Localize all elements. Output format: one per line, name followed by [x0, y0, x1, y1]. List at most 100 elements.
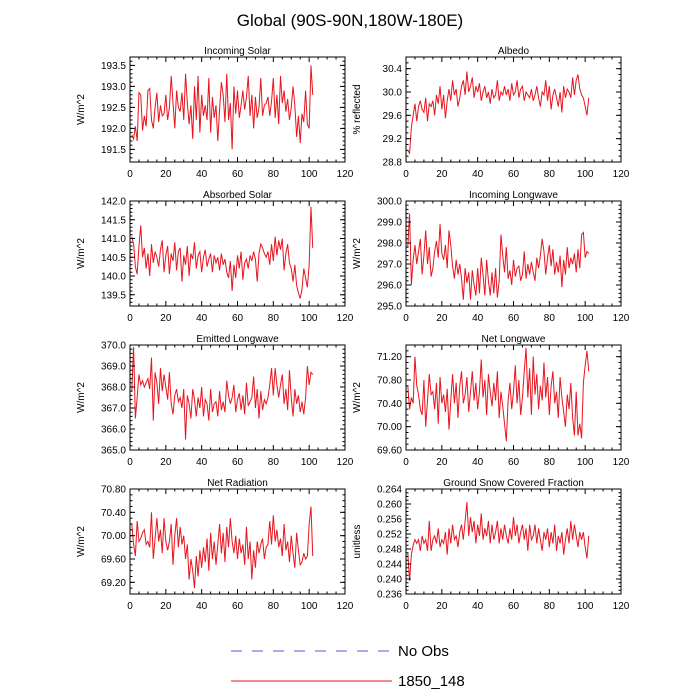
panel-absorbed-solar: 0 20 40 60 80 100 120 139.5 140.0 140.5 141.0 141.5… — [76, 190, 354, 324]
x-tick-label: 40 — [472, 601, 484, 612]
y-tick-label: 70.00 — [377, 422, 402, 433]
x-tick-label: 80 — [268, 313, 280, 324]
legend: No Obs 1850_148 — [231, 643, 465, 690]
x-tick-label: 80 — [544, 457, 556, 468]
x-tick-label: 120 — [613, 169, 630, 180]
y-tick-label: 29.2 — [383, 134, 403, 145]
x-tick-label: 100 — [577, 169, 594, 180]
panel-emitted-longwave: 0 20 40 60 80 100 120 365.0 366.0 367.0 368.0 369.0… — [76, 334, 354, 468]
y-axis-label: W/m^2 — [352, 238, 363, 269]
panel-net-longwave: 0 20 40 60 80 100 120 69.60 70.00 70.40 70.80 71.20… — [352, 334, 630, 468]
y-tick-label: 369.0 — [101, 362, 126, 373]
y-tick-label: 70.80 — [101, 485, 126, 496]
series-line-1850-148-incoming-solar — [131, 65, 314, 150]
x-tick-label: 120 — [337, 601, 354, 612]
x-tick-label: 60 — [508, 313, 520, 324]
y-tick-label: 370.0 — [101, 341, 126, 352]
x-tick-label: 60 — [508, 169, 520, 180]
x-tick-label: 60 — [508, 457, 520, 468]
y-tick-label: 0.252 — [377, 530, 402, 541]
x-tick-label: 80 — [544, 601, 556, 612]
x-tick-label: 0 — [127, 457, 133, 468]
series-line-1850-148-albedo — [407, 71, 590, 155]
y-tick-label: 368.0 — [101, 383, 126, 394]
y-tick-label: 0.244 — [377, 560, 402, 571]
x-tick-label: 0 — [403, 169, 409, 180]
x-tick-label: 0 — [403, 457, 409, 468]
x-tick-label: 60 — [508, 601, 520, 612]
panel-title: Net Radiation — [207, 478, 268, 489]
y-tick-label: 0.256 — [377, 515, 402, 526]
panel-title: Albedo — [498, 46, 530, 57]
plot-frame — [129, 56, 346, 163]
y-axis-label: % reflected — [352, 84, 363, 134]
y-tick-label: 141.0 — [101, 234, 126, 245]
series-line-1850-148-emitted-longwave — [131, 347, 314, 440]
x-tick-label: 20 — [436, 601, 448, 612]
y-tick-label: 0.248 — [377, 545, 402, 556]
x-tick-label: 100 — [577, 313, 594, 324]
x-tick-label: 120 — [337, 313, 354, 324]
y-axis-label: W/m^2 — [76, 382, 87, 413]
panels: 0 20 40 60 80 100 120 191.5 192.0 192.5 193.0 193.5… — [76, 46, 630, 612]
x-tick-label: 100 — [577, 601, 594, 612]
y-tick-label: 296.0 — [377, 281, 402, 292]
y-tick-label: 193.0 — [101, 82, 126, 93]
panel-title: Ground Snow Covered Fraction — [443, 478, 584, 489]
x-tick-label: 20 — [436, 457, 448, 468]
x-tick-label: 120 — [337, 457, 354, 468]
x-tick-label: 60 — [232, 601, 244, 612]
plot-frame — [129, 200, 346, 307]
y-tick-label: 366.0 — [101, 425, 126, 436]
series-line-1850-148-absorbed-solar — [131, 206, 314, 299]
x-tick-label: 0 — [403, 313, 409, 324]
x-tick-label: 120 — [337, 169, 354, 180]
x-tick-label: 0 — [127, 169, 133, 180]
y-tick-label: 28.8 — [383, 158, 403, 169]
y-tick-label: 192.0 — [101, 124, 126, 135]
y-axis-label: W/m^2 — [76, 526, 87, 557]
x-tick-label: 80 — [268, 601, 280, 612]
x-tick-label: 40 — [472, 313, 484, 324]
x-tick-label: 80 — [544, 313, 556, 324]
y-tick-label: 367.0 — [101, 404, 126, 415]
x-tick-label: 40 — [472, 457, 484, 468]
y-tick-label: 0.236 — [377, 590, 402, 601]
legend-label-1850-148: 1850_148 — [398, 673, 465, 690]
x-tick-label: 40 — [196, 601, 208, 612]
x-tick-label: 40 — [196, 457, 208, 468]
panel-incoming-solar: 0 20 40 60 80 100 120 191.5 192.0 192.5 193.0 193.5… — [76, 46, 354, 180]
x-tick-label: 20 — [436, 313, 448, 324]
y-tick-label: 297.0 — [377, 260, 402, 271]
x-tick-label: 60 — [232, 313, 244, 324]
y-tick-label: 298.0 — [377, 239, 402, 250]
y-tick-label: 71.20 — [377, 352, 402, 363]
x-tick-label: 0 — [403, 601, 409, 612]
y-tick-label: 142.0 — [101, 197, 126, 208]
y-tick-label: 365.0 — [101, 446, 126, 457]
y-tick-label: 70.80 — [377, 376, 402, 387]
y-tick-label: 193.5 — [101, 61, 126, 72]
x-tick-label: 100 — [301, 601, 318, 612]
x-tick-label: 0 — [127, 313, 133, 324]
x-tick-label: 100 — [301, 169, 318, 180]
x-tick-label: 20 — [160, 457, 172, 468]
y-tick-label: 191.5 — [101, 145, 126, 156]
x-tick-label: 120 — [613, 457, 630, 468]
x-tick-label: 100 — [301, 313, 318, 324]
x-tick-label: 40 — [196, 313, 208, 324]
x-tick-label: 40 — [196, 169, 208, 180]
panel-title: Net Longwave — [482, 334, 546, 345]
y-tick-label: 0.240 — [377, 575, 402, 586]
panel-incoming-longwave: 0 20 40 60 80 100 120 295.0 296.0 297.0 298.0 299.0… — [352, 190, 630, 324]
panel-ground-snow-covered-fraction: 0 20 40 60 80 100 120 0.236 0.240 0.244 0.248 0.252… — [352, 478, 630, 612]
series-line-1850-148-incoming-longwave — [407, 213, 590, 300]
plot-frame — [129, 344, 346, 451]
y-tick-label: 70.40 — [101, 508, 126, 519]
y-tick-label: 299.0 — [377, 218, 402, 229]
y-tick-label: 69.60 — [377, 446, 402, 457]
y-axis-label: unitless — [352, 525, 363, 559]
x-tick-label: 20 — [436, 169, 448, 180]
y-axis-label: W/m^2 — [76, 238, 87, 269]
